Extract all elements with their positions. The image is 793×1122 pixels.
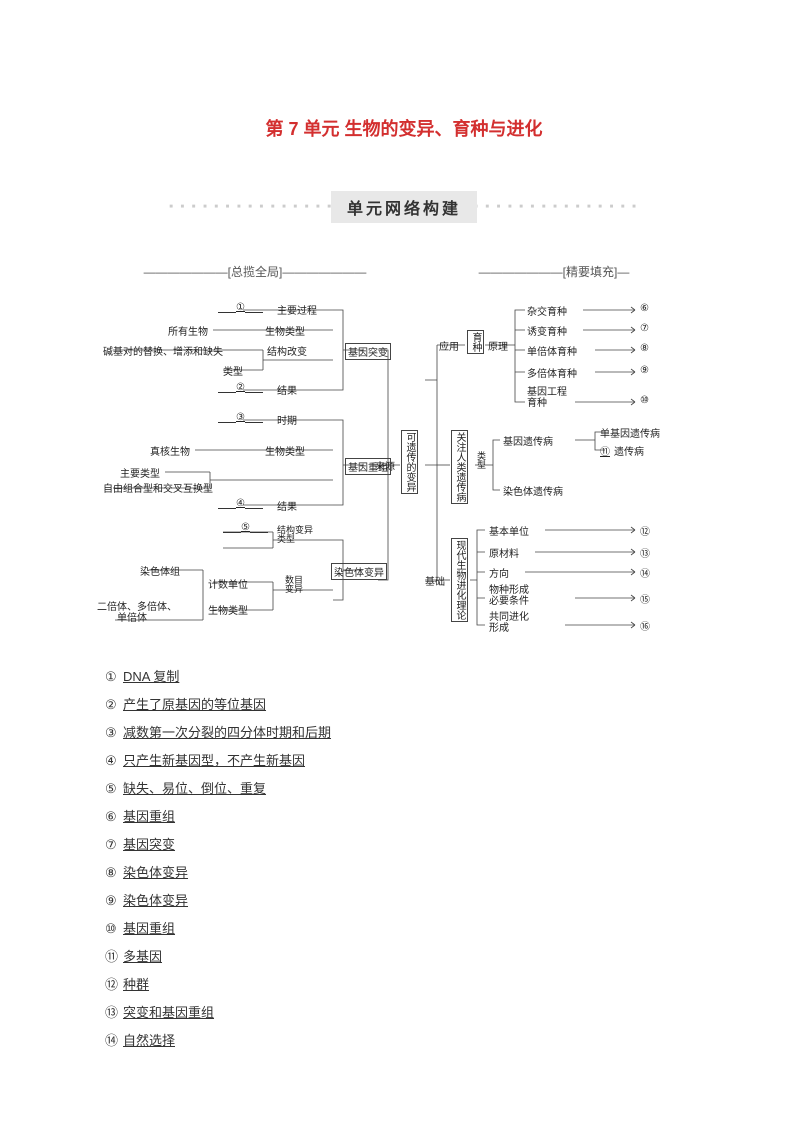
blank-8: ⑧ <box>640 343 649 354</box>
node-ploidy: 二倍体、多倍体、 单倍体 <box>97 602 177 624</box>
node-gene-mut: 基因突变 <box>345 343 391 360</box>
node-single-gene: 单基因遗传病 <box>600 425 660 440</box>
node-gene-eng: 基因工程育种 <box>527 387 567 409</box>
label-fill: ———————[精要填充]— <box>405 263 703 280</box>
concept-diagram: 可遗传的变异 来源 ① 主要过程 所有生物 生物类型 碱基对的替换、增添和缺失 … <box>105 290 695 640</box>
answer-item: ⑧染色体变异 <box>105 860 703 886</box>
node-base-pair: 碱基对的替换、增添和缺失 <box>103 343 223 358</box>
node-chrom-var: 染色体变异 <box>331 563 387 580</box>
node-org-type2: 生物类型 <box>265 443 305 458</box>
node-gene-disease: 基因遗传病 <box>503 433 553 448</box>
node-result2: 结果 <box>277 498 297 513</box>
blank-13: ⑬ <box>640 545 650 560</box>
node-struct-change: 结构改变 <box>267 343 307 358</box>
node-cross-breed: 杂交育种 <box>527 303 567 318</box>
node-b4: ④ <box>218 498 263 509</box>
node-struct-var-type: 结构变异类型 <box>277 526 313 544</box>
answer-item: ⑭自然选择 <box>105 1028 703 1054</box>
node-main-type: 主要类型 <box>120 465 160 480</box>
answer-item: ⑬突变和基因重组 <box>105 1000 703 1026</box>
answer-item: ③减数第一次分裂的四分体时期和后期 <box>105 720 703 746</box>
label-overview: ———————[总揽全局]——————— <box>105 263 405 280</box>
blank-9: ⑨ <box>640 365 649 376</box>
node-b1: ① <box>218 302 263 313</box>
node-mut-breed: 诱变育种 <box>527 323 567 338</box>
node-chrom-set: 染色体组 <box>140 563 180 578</box>
node-principle: 原理 <box>488 338 508 353</box>
answer-item: ⑦基因突变 <box>105 832 703 858</box>
blank-6: ⑥ <box>640 303 649 314</box>
answer-item: ⑨染色体变异 <box>105 888 703 914</box>
page-title: 第 7 单元 生物的变异、育种与进化 <box>105 115 703 141</box>
node-species-form: 物种形成必要条件 <box>489 585 529 607</box>
node-disease: 关注人类遗传病 <box>451 430 468 504</box>
node-basis: 基础 <box>425 573 445 588</box>
node-all-org: 所有生物 <box>168 323 208 338</box>
section-banner: 单元网络构建 <box>105 191 703 223</box>
node-direction: 方向 <box>489 565 509 580</box>
node-basic-unit: 基本单位 <box>489 523 529 538</box>
blank-10: ⑩ <box>640 395 649 406</box>
node-b2: ② <box>218 382 263 393</box>
node-raw-mat: 原材料 <box>489 545 519 560</box>
node-num-var: 数目变异 <box>285 576 303 594</box>
node-gene-recomb: 基因重组 <box>345 458 391 475</box>
node-b3: ③ <box>218 412 263 423</box>
node-free-cross: 自由组合型和交叉互换型 <box>103 480 213 495</box>
node-count-unit: 计数单位 <box>208 576 248 591</box>
node-evolution: 现代生物进化理论 <box>451 538 468 622</box>
answer-item: ⑥基因重组 <box>105 804 703 830</box>
blank-16: ⑯ <box>640 618 650 633</box>
node-chrom-disease: 染色体遗传病 <box>503 483 563 498</box>
answer-list: ①DNA 复制 ②产生了原基因的等位基因 ③减数第一次分裂的四分体时期和后期 ④… <box>105 664 703 1054</box>
blank-15: ⑮ <box>640 591 650 606</box>
node-coevolve: 共同进化形成 <box>489 612 529 634</box>
node-center: 可遗传的变异 <box>401 430 418 494</box>
answer-item: ⑪多基因 <box>105 944 703 970</box>
node-org-type: 生物类型 <box>265 323 305 338</box>
node-org-type3: 生物类型 <box>208 602 248 617</box>
node-disease-type: 类型 <box>477 452 486 470</box>
answer-item: ①DNA 复制 <box>105 664 703 690</box>
node-haploid-breed: 单倍体育种 <box>527 343 577 358</box>
node-main-proc: 主要过程 <box>277 302 317 317</box>
blank-14: ⑭ <box>640 565 650 580</box>
node-result: 结果 <box>277 382 297 397</box>
node-euk: 真核生物 <box>150 443 190 458</box>
node-breeding: 育种 <box>467 330 484 354</box>
answer-item: ⑩基因重组 <box>105 916 703 942</box>
node-period: 时期 <box>277 412 297 427</box>
node-app: 应用 <box>439 338 459 353</box>
node-b5: ⑤ <box>223 522 268 533</box>
blank-12: ⑫ <box>640 523 650 538</box>
answer-item: ⑫种群 <box>105 972 703 998</box>
section-labels: ———————[总揽全局]——————— ———————[精要填充]— <box>105 263 703 280</box>
banner-text: 单元网络构建 <box>331 191 477 223</box>
answer-item: ⑤缺失、易位、倒位、重复 <box>105 776 703 802</box>
node-types: 类型 <box>223 363 243 378</box>
node-multi-gene: ⑪遗传病 <box>600 443 644 458</box>
node-polyploid-breed: 多倍体育种 <box>527 365 577 380</box>
answer-item: ④只产生新基因型，不产生新基因 <box>105 748 703 774</box>
answer-item: ②产生了原基因的等位基因 <box>105 692 703 718</box>
blank-7: ⑦ <box>640 323 649 334</box>
